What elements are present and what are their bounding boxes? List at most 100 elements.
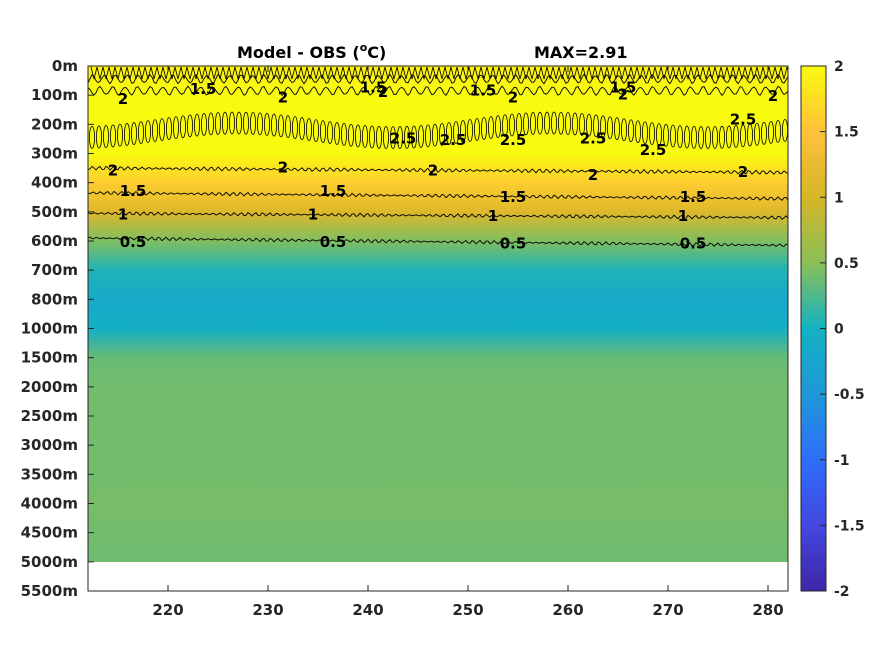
contour-lines — [88, 66, 788, 248]
contour-surface — [216, 66, 224, 80]
contour-loop — [551, 111, 558, 135]
contour-loop — [523, 112, 530, 136]
y-tick-label: 2000m — [21, 378, 78, 396]
contour-loop — [130, 122, 137, 145]
contour-surface — [684, 66, 692, 80]
contour-loop — [214, 112, 221, 135]
contour-surface — [654, 66, 662, 80]
contour-label: 2.5 — [500, 131, 527, 149]
y-tick-label: 3000m — [21, 436, 78, 454]
contour-loop — [200, 113, 207, 136]
y-tick-label: 600m — [31, 232, 78, 250]
contour-loop — [319, 120, 326, 144]
contour-loop — [424, 124, 431, 148]
contour-loop — [263, 113, 270, 136]
contour-label: 2 — [588, 166, 598, 184]
contour-label: 1.5 — [610, 78, 637, 96]
y-tick-label: 4500m — [21, 524, 78, 542]
contour-loop — [544, 111, 551, 135]
contour-loop — [417, 125, 424, 148]
colorbar-tick-label: 0 — [834, 322, 844, 338]
contour-loop — [614, 117, 621, 141]
contour-surface — [108, 66, 116, 80]
contour-loop — [207, 112, 214, 136]
contour-surface — [708, 66, 716, 80]
contour-surface — [174, 66, 182, 80]
contour-label: 2 — [508, 89, 518, 107]
contour-label: 0.5 — [500, 234, 527, 252]
contour-loop — [89, 125, 96, 149]
contour-label: 2 — [278, 159, 288, 177]
contour-label: 2 — [738, 163, 748, 181]
contour-surface — [726, 66, 734, 80]
y-tick-label: 3500m — [21, 465, 78, 483]
x-tick-label: 280 — [752, 601, 783, 619]
contour-surface — [246, 66, 254, 80]
colorbar-tick-label: -0.5 — [834, 387, 865, 403]
contour-loop — [242, 111, 249, 135]
contour-loop — [487, 116, 494, 139]
contour-label: 2 — [278, 89, 288, 107]
contour-surface — [636, 66, 644, 80]
x-tick-label: 220 — [152, 601, 183, 619]
y-tick-label: 2500m — [21, 407, 78, 425]
contour-surface — [678, 66, 686, 80]
contour-label: 1.5 — [190, 80, 217, 98]
contour-surface — [102, 66, 110, 80]
contour-loop — [221, 111, 228, 135]
colorbar-tick-label: 2 — [834, 59, 844, 75]
colorbar-tick-label: -2 — [834, 584, 850, 600]
contour-surface — [594, 66, 602, 80]
contour-surface — [510, 66, 518, 80]
contour-surface — [300, 66, 308, 80]
contour-loop — [761, 121, 768, 145]
contour-surface — [330, 66, 338, 80]
x-tick-label: 260 — [552, 601, 583, 619]
contour-surface — [414, 66, 422, 80]
contour-loop — [579, 113, 586, 136]
contour-surface — [756, 66, 764, 80]
contour-loop — [438, 122, 445, 146]
contour-loop — [494, 115, 501, 139]
contour-label: 1 — [118, 205, 128, 223]
contour-surface — [276, 66, 284, 80]
contour-surface — [390, 66, 398, 80]
contour-surface — [234, 66, 242, 80]
y-tick-label: 200m — [31, 115, 78, 133]
contour-surface — [288, 66, 296, 80]
contour-loop — [305, 118, 312, 141]
contour-surface — [468, 66, 476, 80]
contour-loop — [375, 125, 382, 149]
contour-loop — [291, 116, 298, 140]
contour-loop — [473, 118, 480, 141]
contour-label: 0.5 — [680, 234, 707, 252]
y-tick-label: 1000m — [21, 320, 78, 338]
contour-line — [88, 236, 788, 248]
y-tick-label: 300m — [31, 145, 78, 163]
x-tick-label: 230 — [252, 601, 283, 619]
contour-surface — [96, 66, 104, 80]
contour-loop — [312, 119, 319, 143]
contour-label: 1.5 — [120, 182, 147, 200]
contour-label: 1.5 — [360, 78, 387, 96]
y-tick-label: 100m — [31, 86, 78, 104]
contour-surface — [402, 66, 410, 80]
contour-loop — [516, 112, 523, 136]
contour-loop — [558, 111, 565, 135]
contour-loop — [452, 121, 459, 144]
contour-surface — [432, 66, 440, 80]
contour-surface — [516, 66, 524, 80]
y-axis: 0m 100m 200m 300m 400m 500m 600m 700m 800m 1000m 1… — [21, 57, 94, 600]
contour-loop — [733, 125, 740, 148]
contour-surface — [420, 66, 428, 80]
contour-line — [88, 190, 788, 201]
contour-label: 2 — [618, 86, 628, 104]
y-tick-label: 5500m — [21, 582, 78, 600]
contour-loop — [96, 125, 103, 149]
contour-surface — [294, 66, 302, 80]
contour-loop — [719, 125, 726, 149]
contour-surface — [744, 66, 752, 80]
contour-loop — [186, 114, 193, 138]
contour-loop — [649, 122, 656, 146]
